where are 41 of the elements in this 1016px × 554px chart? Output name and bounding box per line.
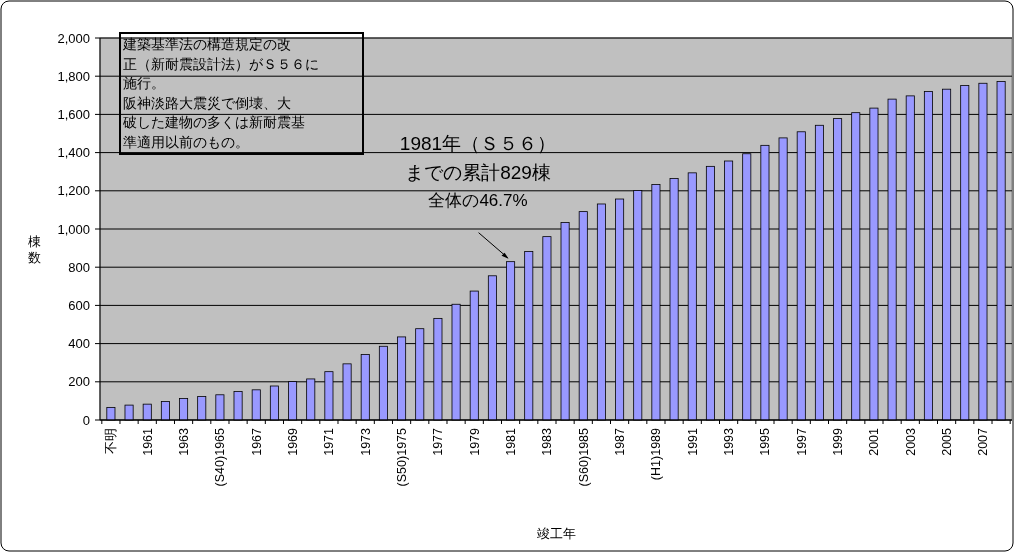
x-tick-label: 1995 xyxy=(758,427,773,456)
annotation: 1981年（Ｓ５６）までの累計829棟全体の46.7% xyxy=(399,133,557,210)
annotation: 建築基準法の構造規定の改正（新耐震設計法）がＳ５６に施行。 xyxy=(122,37,319,91)
x-tick-label: 1983 xyxy=(540,427,555,456)
x-tick-label: (S60)1985 xyxy=(576,427,591,487)
x-tick-label: 1981 xyxy=(503,427,518,456)
y-tick-label: 400 xyxy=(68,336,90,352)
x-tick-label: 1961 xyxy=(140,427,155,456)
x-tick-label: 1973 xyxy=(358,427,373,456)
x-tick-label: 1963 xyxy=(176,427,191,456)
x-axis-title: 竣工年 xyxy=(536,526,576,541)
y-axis-title: 棟数 xyxy=(27,234,41,265)
x-tick-label: (S50)1975 xyxy=(394,427,409,487)
x-tick-label: 2005 xyxy=(939,427,954,456)
x-tick-label: 1991 xyxy=(685,427,700,456)
y-tick-label: 0 xyxy=(82,412,90,428)
x-tick-label: 1977 xyxy=(431,427,446,456)
y-tick-label: 1,000 xyxy=(57,221,90,237)
x-tick-label: 1969 xyxy=(285,427,300,456)
annotation: 阪神淡路大震災で倒壊、大破した建物の多くは新耐震基準適用以前のもの。 xyxy=(122,95,305,150)
x-tick-label: 2001 xyxy=(867,427,882,456)
y-tick-label: 1,200 xyxy=(57,183,90,199)
x-tick-label: 1967 xyxy=(249,427,264,456)
x-tick-label: 2003 xyxy=(903,427,918,456)
x-tick-label: 1979 xyxy=(467,427,482,456)
x-tick-label: 1971 xyxy=(322,427,337,456)
x-tick-label: 不明 xyxy=(104,428,119,454)
y-tick-label: 1,800 xyxy=(57,68,90,84)
x-tick-label: 2007 xyxy=(976,427,991,456)
x-tick-label: 1993 xyxy=(721,427,736,456)
y-tick-label: 2,000 xyxy=(57,30,90,46)
x-tick-label: 1997 xyxy=(794,427,809,456)
x-tick-label: (H1)1989 xyxy=(649,427,664,481)
y-tick-label: 600 xyxy=(68,297,90,313)
y-tick-label: 800 xyxy=(68,259,90,275)
y-tick-label: 200 xyxy=(68,374,90,390)
x-tick-label: (S40)1965 xyxy=(213,427,228,487)
y-tick-label: 1,400 xyxy=(57,145,90,161)
y-tick-label: 1,600 xyxy=(57,106,90,122)
x-tick-label: 1999 xyxy=(830,427,845,456)
x-tick-label: 1987 xyxy=(612,427,627,456)
